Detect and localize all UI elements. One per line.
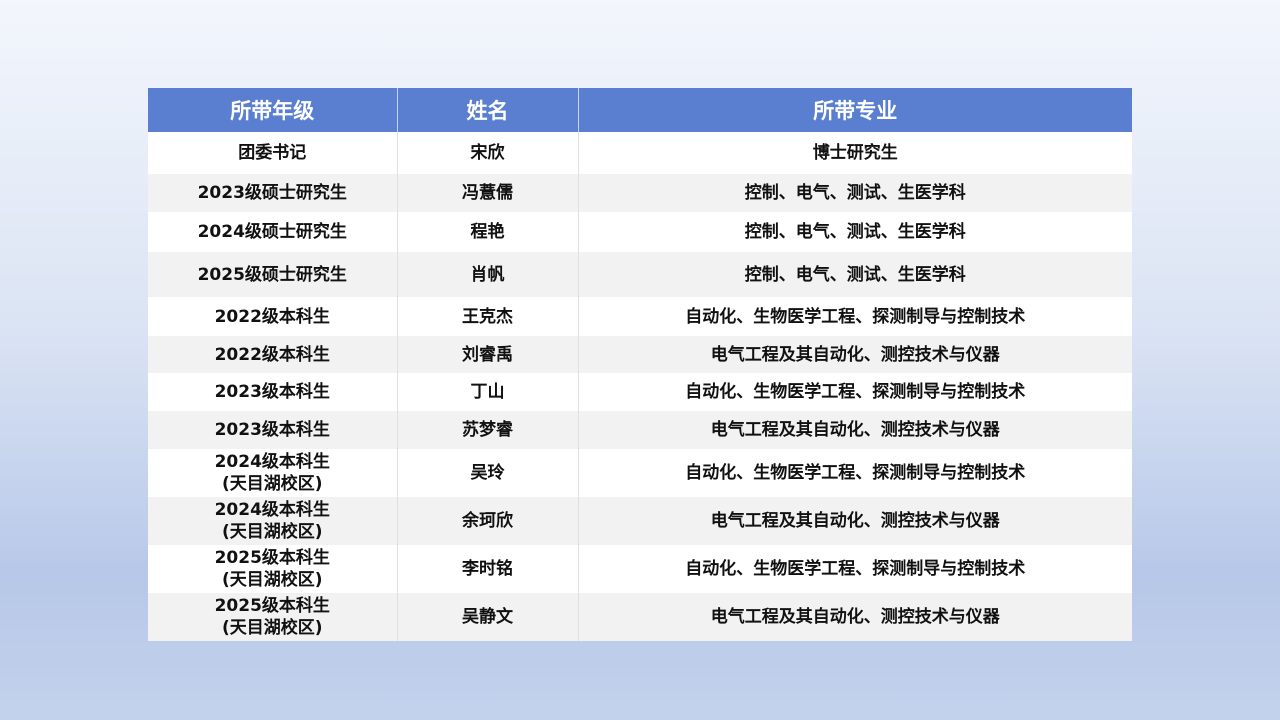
cell-text: 吴静文	[462, 607, 513, 627]
cell-text: 2025级本科生	[214, 596, 330, 616]
table-row: 2022级本科生 王克杰 自动化、生物医学工程、探测制导与控制技术	[148, 297, 1132, 336]
table-cell: 2023级本科生	[148, 373, 398, 411]
header-row: 所带年级 姓名 所带专业	[148, 88, 1132, 132]
table-row: 2024级硕士研究生 程艳 控制、电气、测试、生医学科	[148, 212, 1132, 252]
cell-text: (天目湖校区)	[221, 474, 323, 494]
table-cell: 丁山	[397, 373, 579, 411]
table-cell: 自动化、生物医学工程、探测制导与控制技术	[578, 449, 1132, 497]
cell-text: 2025级硕士研究生	[197, 264, 347, 285]
table-cell: 控制、电气、测试、生医学科	[578, 174, 1132, 212]
table-cell: 控制、电气、测试、生医学科	[578, 252, 1132, 297]
table-cell: 吴静文	[397, 593, 579, 641]
table-cell: 2024级本科生 (天目湖校区)	[148, 449, 398, 497]
cell-text: 刘睿禹	[462, 344, 513, 365]
cell-text: 电气工程及其自动化、测控技术与仪器	[710, 344, 1000, 365]
cell-text: 博士研究生	[812, 143, 898, 163]
table-cell: 控制、电气、测试、生医学科	[578, 212, 1132, 252]
table-row: 2025级本科生 (天目湖校区) 吴静文 电气工程及其自动化、测控技术与仪器	[148, 593, 1132, 641]
staff-table: 所带年级 姓名 所带专业 团委书记 宋欣 博士研究生 2023级硕士研究生 冯薏儒 控制、…	[148, 88, 1132, 641]
table-cell: 2024级硕士研究生	[148, 212, 398, 252]
cell-text: 冯薏儒	[462, 183, 513, 203]
cell-text: 2025级本科生	[214, 548, 330, 568]
cell-text: (天目湖校区)	[221, 618, 323, 638]
table-cell: 电气工程及其自动化、测控技术与仪器	[578, 593, 1132, 641]
cell-text: 2024级本科生	[214, 452, 330, 472]
table-row: 团委书记 宋欣 博士研究生	[148, 132, 1132, 174]
cell-text: 丁山	[470, 382, 505, 402]
table-cell: 2024级本科生 (天目湖校区)	[148, 497, 398, 545]
cell-text: 团委书记	[238, 143, 307, 163]
table-row: 2022级本科生 刘睿禹 电气工程及其自动化、测控技术与仪器	[148, 336, 1132, 373]
table-cell: 电气工程及其自动化、测控技术与仪器	[578, 411, 1132, 449]
table-cell: 程艳	[397, 212, 579, 252]
table-row: 2023级本科生 苏梦睿 电气工程及其自动化、测控技术与仪器	[148, 411, 1132, 449]
cell-text: 吴玲	[470, 463, 505, 483]
cell-text: 电气工程及其自动化、测控技术与仪器	[710, 420, 1000, 440]
table-cell: 2025级本科生 (天目湖校区)	[148, 593, 398, 641]
table-cell: 冯薏儒	[397, 174, 579, 212]
cell-text: 肖帆	[470, 264, 505, 285]
cell-text: (天目湖校区)	[221, 570, 323, 590]
table-row: 2025级本科生 (天目湖校区) 李时铭 自动化、生物医学工程、探测制导与控制技术	[148, 545, 1132, 593]
table-cell: 博士研究生	[578, 132, 1132, 174]
table-cell: 自动化、生物医学工程、探测制导与控制技术	[578, 297, 1132, 336]
table-cell: 电气工程及其自动化、测控技术与仪器	[578, 336, 1132, 373]
table-cell: 2022级本科生	[148, 336, 398, 373]
table-cell: 刘睿禹	[397, 336, 579, 373]
cell-text: 自动化、生物医学工程、探测制导与控制技术	[685, 382, 1026, 402]
cell-text: (天目湖校区)	[221, 522, 323, 542]
table-row: 2024级本科生 (天目湖校区) 余珂欣 电气工程及其自动化、测控技术与仪器	[148, 497, 1132, 545]
cell-text: 电气工程及其自动化、测控技术与仪器	[710, 511, 1000, 531]
table-cell: 2023级本科生	[148, 411, 398, 449]
cell-text: 2023级本科生	[214, 420, 330, 440]
table-cell: 余珂欣	[397, 497, 579, 545]
table-body: 团委书记 宋欣 博士研究生 2023级硕士研究生 冯薏儒 控制、电气、测试、生医学科 202…	[148, 132, 1132, 641]
table-cell: 肖帆	[397, 252, 579, 297]
table-cell: 苏梦睿	[397, 411, 579, 449]
cell-text: 李时铭	[462, 559, 513, 579]
table-cell: 2025级本科生 (天目湖校区)	[148, 545, 398, 593]
header-cell: 所带专业	[578, 88, 1132, 132]
table-cell: 2022级本科生	[148, 297, 398, 336]
cell-text: 2022级本科生	[214, 344, 330, 365]
cell-text: 程艳	[470, 222, 505, 242]
cell-text: 2022级本科生	[214, 306, 330, 327]
cell-text: 2023级本科生	[214, 382, 330, 402]
table-cell: 宋欣	[397, 132, 579, 174]
cell-text: 王克杰	[462, 306, 513, 327]
cell-text: 2023级硕士研究生	[197, 183, 347, 203]
cell-text: 2024级本科生	[214, 500, 330, 520]
table-cell: 李时铭	[397, 545, 579, 593]
cell-text: 苏梦睿	[462, 420, 513, 440]
table-cell: 自动化、生物医学工程、探测制导与控制技术	[578, 545, 1132, 593]
cell-text: 余珂欣	[462, 511, 513, 531]
cell-text: 控制、电气、测试、生医学科	[744, 222, 966, 242]
cell-text: 控制、电气、测试、生医学科	[744, 264, 966, 285]
table-cell: 王克杰	[397, 297, 579, 336]
table-cell: 电气工程及其自动化、测控技术与仪器	[578, 497, 1132, 545]
header-cell: 姓名	[397, 88, 579, 132]
cell-text: 自动化、生物医学工程、探测制导与控制技术	[685, 559, 1026, 579]
cell-text: 2024级硕士研究生	[197, 222, 347, 242]
table-row: 2024级本科生 (天目湖校区) 吴玲 自动化、生物医学工程、探测制导与控制技术	[148, 449, 1132, 497]
table-row: 2023级硕士研究生 冯薏儒 控制、电气、测试、生医学科	[148, 174, 1132, 212]
table-cell: 自动化、生物医学工程、探测制导与控制技术	[578, 373, 1132, 411]
table-row: 2025级硕士研究生 肖帆 控制、电气、测试、生医学科	[148, 252, 1132, 297]
table-cell: 2023级硕士研究生	[148, 174, 398, 212]
cell-text: 控制、电气、测试、生医学科	[744, 183, 966, 203]
cell-text: 电气工程及其自动化、测控技术与仪器	[710, 607, 1000, 627]
header-cell: 所带年级	[148, 88, 398, 132]
table-cell: 2025级硕士研究生	[148, 252, 398, 297]
table-row: 2023级本科生 丁山 自动化、生物医学工程、探测制导与控制技术	[148, 373, 1132, 411]
table-cell: 团委书记	[148, 132, 398, 174]
cell-text: 自动化、生物医学工程、探测制导与控制技术	[685, 463, 1026, 483]
table-cell: 吴玲	[397, 449, 579, 497]
cell-text: 自动化、生物医学工程、探测制导与控制技术	[685, 306, 1026, 327]
cell-text: 宋欣	[470, 143, 505, 163]
